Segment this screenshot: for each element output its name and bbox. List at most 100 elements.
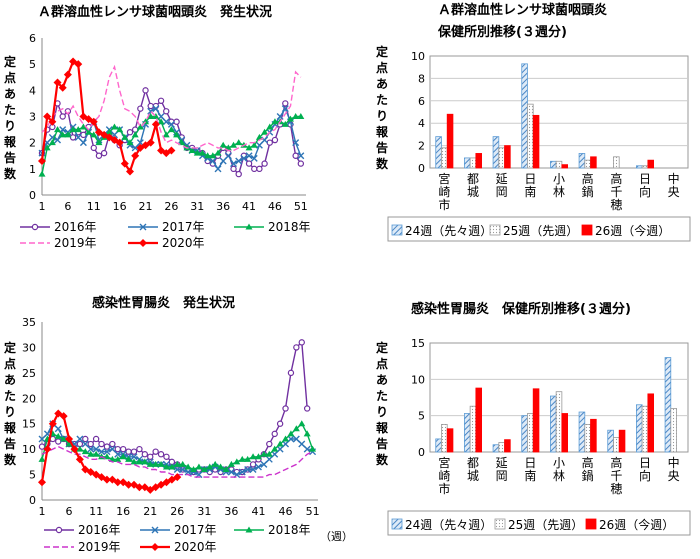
data-point xyxy=(64,131,72,138)
bar xyxy=(521,63,528,169)
data-point xyxy=(162,131,170,138)
data-point xyxy=(224,152,232,160)
legend-label: 2017年 xyxy=(162,220,205,234)
bar xyxy=(561,413,568,453)
data-point xyxy=(69,134,77,141)
data-point xyxy=(254,463,262,471)
data-point xyxy=(38,170,46,177)
data-point xyxy=(298,339,305,346)
bar xyxy=(636,404,643,453)
data-point xyxy=(303,430,311,437)
data-point xyxy=(95,139,103,146)
legend-label: 26週（今週） xyxy=(595,223,670,238)
legend: 24週（先々週） 25週（先週） 26週（今週） xyxy=(387,216,691,242)
y-tick-label: 8 xyxy=(418,72,425,85)
y-tick-label: 2 xyxy=(418,140,425,153)
ylabel-char: 告 xyxy=(376,140,388,155)
category-label: 延岡 xyxy=(496,456,508,483)
legend-label: 25週（先週） xyxy=(503,224,578,238)
data-point xyxy=(276,440,284,447)
data-point xyxy=(55,526,63,534)
data-point xyxy=(92,435,100,443)
data-point xyxy=(260,460,268,468)
data-point xyxy=(249,453,257,460)
x-tick-label: 6 xyxy=(66,505,73,518)
data-point xyxy=(250,154,258,162)
category-char: 鍋 xyxy=(582,184,594,199)
data-point xyxy=(173,465,181,473)
y-tick-label: 10 xyxy=(22,443,36,456)
data-point xyxy=(261,160,268,167)
data-point xyxy=(198,149,206,156)
data-point xyxy=(48,419,57,428)
legend-swatch xyxy=(585,518,597,530)
x-tick-label: 51 xyxy=(306,505,320,518)
data-point xyxy=(303,405,311,412)
ylabel-char: 報 xyxy=(376,124,389,139)
x-tick-label: 31 xyxy=(197,505,211,518)
data-point xyxy=(151,543,159,551)
y-tick-label: 6 xyxy=(418,95,425,108)
x-tick-label: 21 xyxy=(143,505,157,518)
data-point xyxy=(281,105,289,113)
x-tick-label: 46 xyxy=(279,505,293,518)
data-point xyxy=(90,131,98,138)
data-point xyxy=(141,451,149,458)
bar xyxy=(435,438,442,453)
data-point xyxy=(152,105,160,113)
data-point xyxy=(251,165,258,173)
ylabel-char: 定 xyxy=(4,54,16,69)
series-line xyxy=(41,340,308,473)
data-point xyxy=(265,455,273,463)
ylabel-char: 報 xyxy=(4,134,17,149)
legend-item: 2020年 xyxy=(128,236,205,250)
data-point xyxy=(146,138,155,147)
bar xyxy=(618,429,626,453)
category-label: 高鍋 xyxy=(582,171,594,199)
bar xyxy=(446,428,454,453)
category-char: 央 xyxy=(668,469,680,483)
data-point xyxy=(297,113,305,119)
legend-item: 2018年 xyxy=(234,523,311,537)
data-point xyxy=(209,157,217,165)
data-point xyxy=(43,445,52,454)
category-char: 中 xyxy=(668,171,680,186)
data-point xyxy=(276,113,284,120)
category-char: 高 xyxy=(582,455,594,470)
data-point xyxy=(227,468,235,476)
ylabel-char: り xyxy=(376,109,388,123)
data-point xyxy=(54,432,62,439)
x-tick-label: 26 xyxy=(164,200,178,213)
data-point xyxy=(121,133,129,140)
legend-label: 26週（今週） xyxy=(599,517,674,532)
ylabel-char: 報 xyxy=(4,420,17,435)
legend-item: 2017年 xyxy=(128,220,205,234)
data-point xyxy=(293,344,300,351)
category-char: 宮 xyxy=(438,455,450,470)
data-point xyxy=(271,118,279,125)
category-char: 高 xyxy=(610,171,622,186)
category-char: 向 xyxy=(639,468,651,483)
data-point xyxy=(214,149,222,156)
legend-box xyxy=(387,510,691,536)
data-point xyxy=(48,117,57,126)
data-point xyxy=(60,435,68,442)
legend-item: 2019年 xyxy=(44,540,121,554)
ylabel-char: 数 xyxy=(4,452,17,467)
category-char: 延 xyxy=(496,172,508,186)
category-char: 日 xyxy=(524,172,536,186)
data-point xyxy=(195,463,203,470)
data-point xyxy=(260,450,268,457)
category-char: 南 xyxy=(524,468,536,483)
x-tick-label: 11 xyxy=(89,505,103,518)
data-point xyxy=(157,118,165,125)
data-point xyxy=(85,128,93,135)
data-point xyxy=(173,473,182,482)
bar xyxy=(670,407,677,453)
data-point xyxy=(298,440,306,448)
category-char: 向 xyxy=(639,184,651,199)
data-point xyxy=(227,460,235,467)
